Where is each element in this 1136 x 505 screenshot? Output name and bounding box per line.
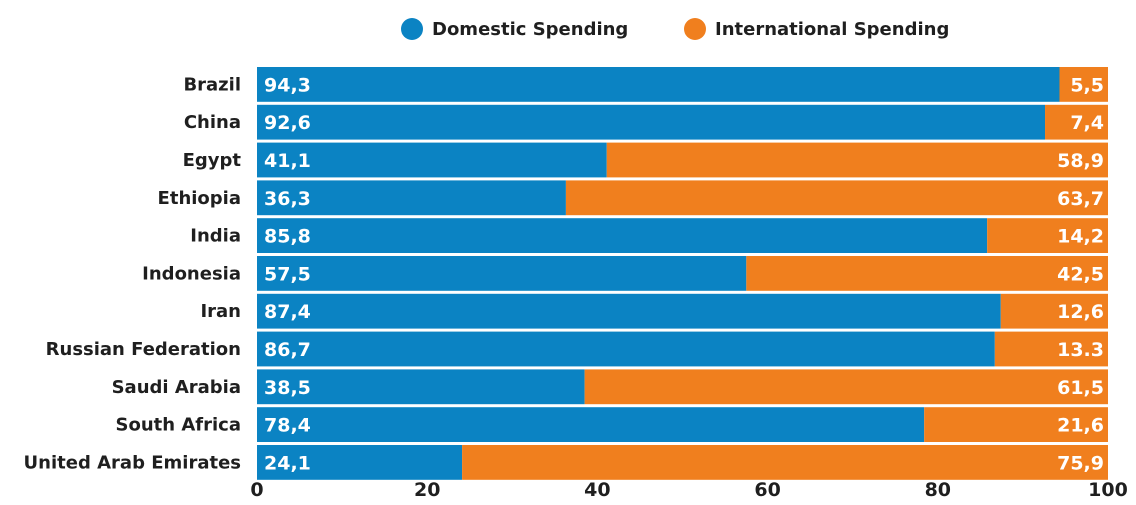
bar-domestic [257, 256, 747, 291]
bar-domestic [257, 218, 988, 253]
data-label-international: 13.3 [1057, 339, 1104, 361]
category-label: Brazil [183, 74, 241, 95]
legend-item-domestic: Domestic Spending [401, 14, 628, 44]
data-label-domestic: 36,3 [264, 188, 311, 210]
data-label-domestic: 38,5 [264, 377, 311, 399]
bar-international [584, 369, 1108, 405]
category-label: South Africa [116, 415, 241, 436]
bar-international [462, 445, 1108, 480]
category-label: Indonesia [142, 263, 241, 284]
data-label-international: 61,5 [1057, 377, 1104, 399]
bar-international [606, 142, 1108, 178]
category-label: Russian Federation [46, 339, 241, 360]
bar-international [1059, 67, 1108, 102]
bar-international [994, 331, 1108, 367]
data-label-domestic: 41,1 [264, 150, 311, 172]
bar-international [924, 407, 1108, 442]
x-tick-label: 40 [584, 479, 610, 501]
category-label: India [190, 226, 241, 247]
legend-swatch-domestic [401, 18, 423, 40]
data-label-international: 14,2 [1057, 226, 1104, 248]
chart-legend: Domestic Spending International Spending [0, 14, 1136, 44]
data-label-domestic: 24,1 [264, 452, 311, 474]
category-label: Saudi Arabia [112, 377, 241, 398]
bar-domestic [257, 331, 995, 367]
bar-domestic [257, 67, 1060, 102]
bar-international [1045, 104, 1108, 140]
data-label-domestic: 86,7 [264, 339, 311, 361]
bar-domestic [257, 104, 1046, 140]
data-label-domestic: 94,3 [264, 74, 311, 96]
bar-domestic [257, 369, 585, 405]
x-tick-label: 100 [1088, 479, 1128, 501]
data-label-international: 7,4 [1070, 112, 1104, 134]
category-label: United Arab Emirates [24, 452, 241, 473]
data-label-domestic: 85,8 [264, 226, 311, 248]
data-label-international: 63,7 [1057, 188, 1104, 210]
x-tick-label: 0 [250, 479, 263, 501]
x-tick-label: 80 [925, 479, 951, 501]
bar-domestic [257, 407, 925, 442]
data-label-international: 42,5 [1057, 263, 1104, 285]
category-label: Ethiopia [158, 188, 241, 209]
data-label-international: 21,6 [1057, 415, 1104, 437]
data-label-domestic: 57,5 [264, 263, 311, 285]
data-label-domestic: 87,4 [264, 301, 311, 323]
data-label-international: 75,9 [1057, 452, 1104, 474]
data-label-international: 58,9 [1057, 150, 1104, 172]
legend-item-international: International Spending [684, 14, 949, 44]
data-label-domestic: 92,6 [264, 112, 311, 134]
bar-domestic [257, 142, 607, 178]
bar-domestic [257, 445, 463, 480]
legend-swatch-international [684, 18, 706, 40]
bar-international [987, 218, 1108, 253]
data-label-international: 12,6 [1057, 301, 1104, 323]
legend-label-international: International Spending [715, 18, 950, 40]
data-label-domestic: 78,4 [264, 415, 311, 437]
bar-international [565, 180, 1108, 216]
x-tick-label: 60 [754, 479, 780, 501]
data-label-international: 5,5 [1070, 74, 1104, 96]
category-label: Iran [200, 301, 241, 322]
x-tick-label: 20 [414, 479, 440, 501]
bar-domestic [257, 293, 1001, 329]
legend-label-domestic: Domestic Spending [432, 18, 629, 40]
bar-domestic [257, 180, 566, 216]
bar-international [1000, 293, 1108, 329]
bar-international [746, 256, 1108, 291]
category-label: Egypt [183, 150, 242, 171]
category-label: China [184, 112, 241, 133]
